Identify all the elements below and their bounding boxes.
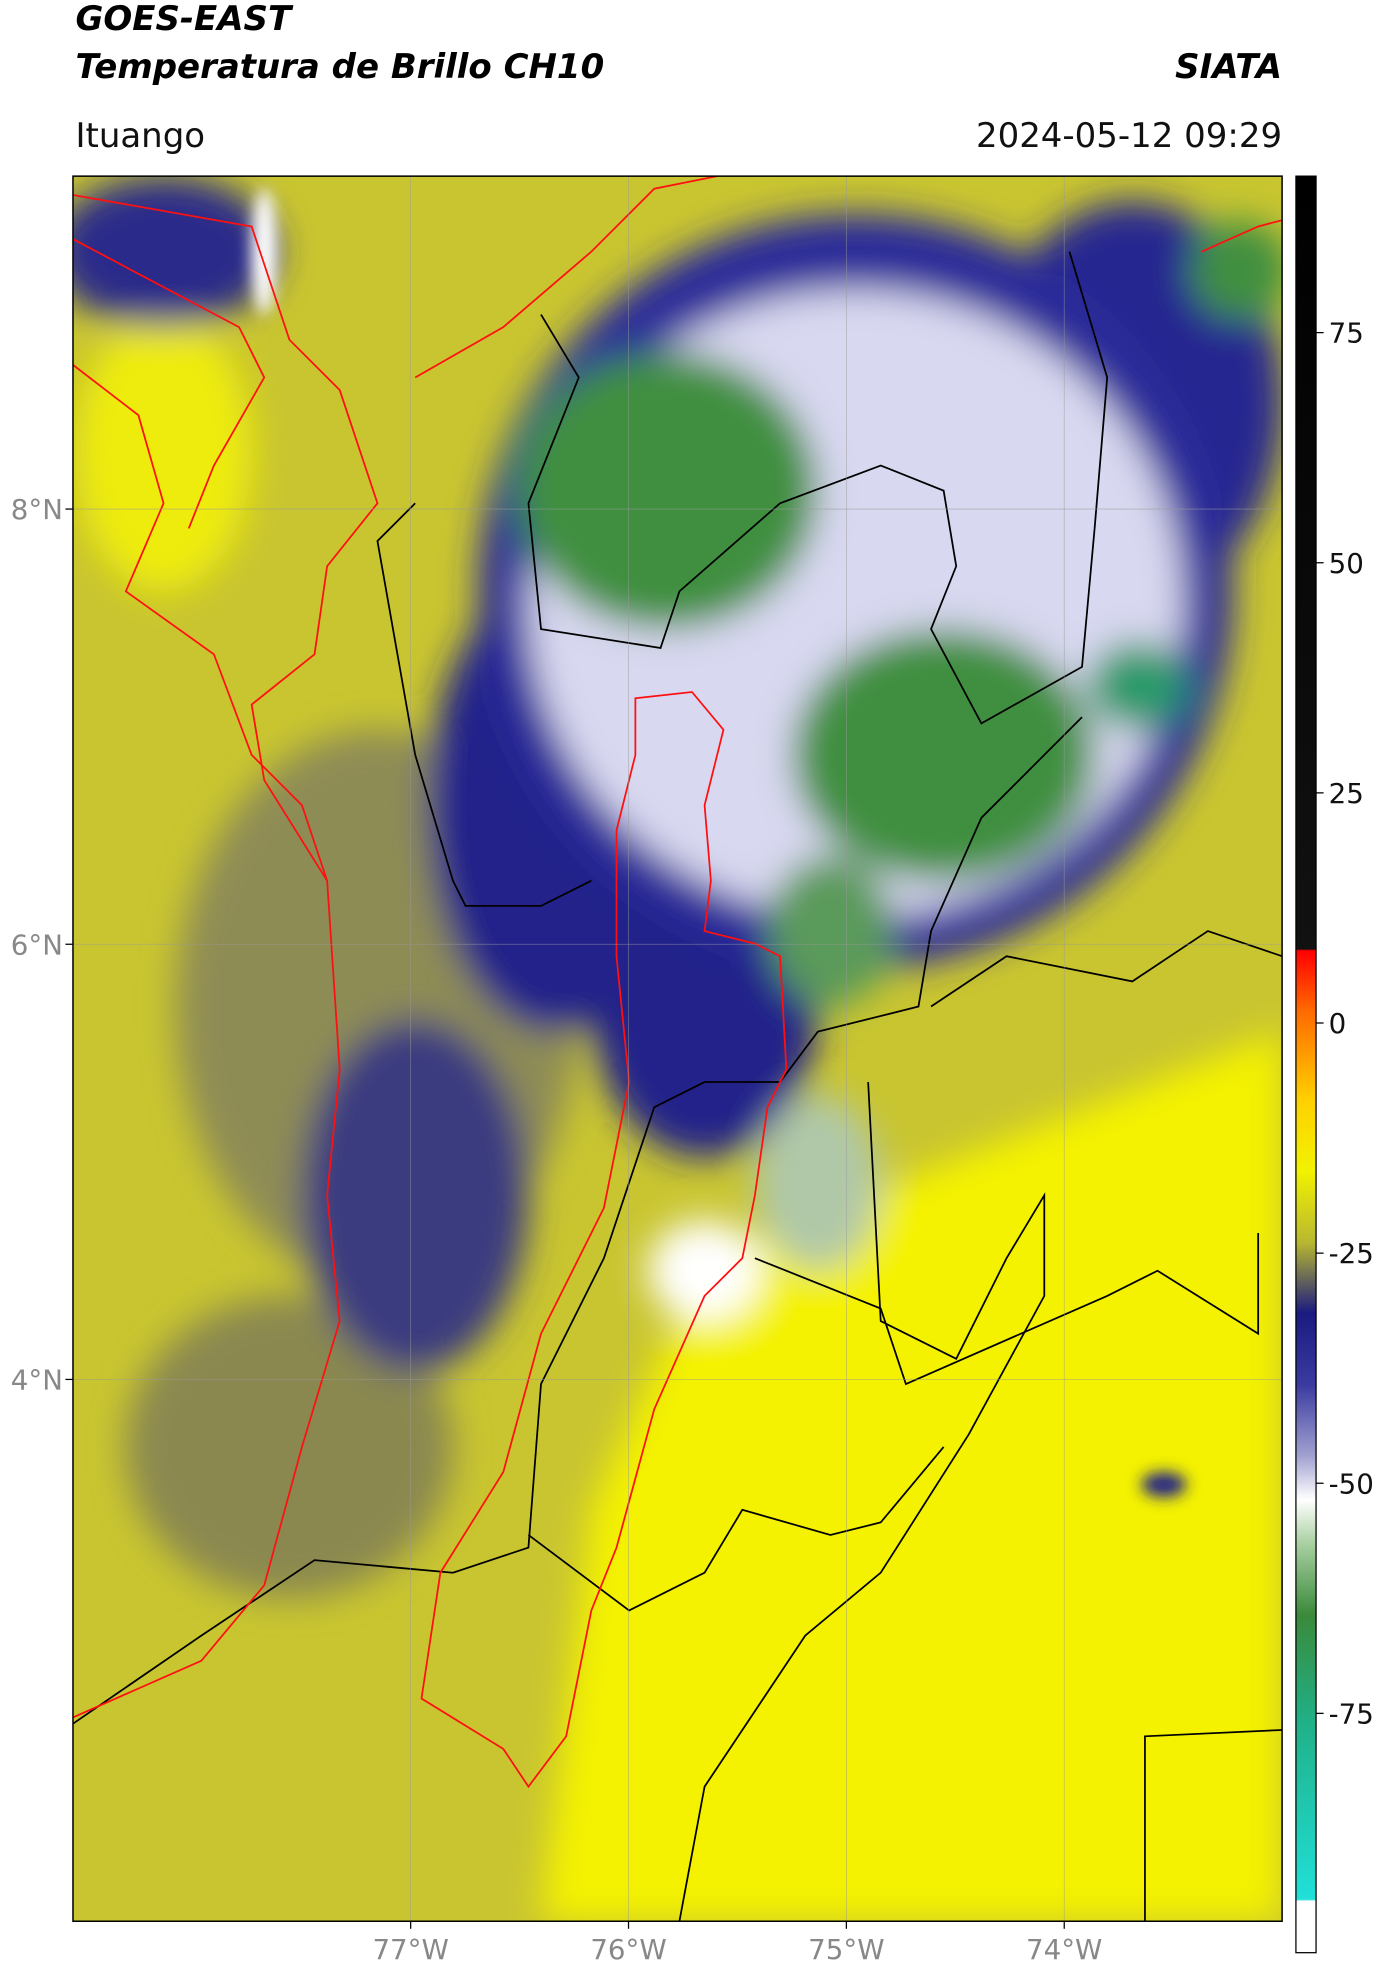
colorbar-ticks: 75 50 25 0 -25 -50 -75: [1316, 317, 1374, 1730]
colorbar-tick-label: -50: [1329, 1467, 1374, 1500]
colorbar-tick-label: 50: [1329, 547, 1364, 580]
colorbar-tick-label: -75: [1329, 1697, 1374, 1730]
location: Ituango: [75, 116, 205, 156]
x-tick-label: 77°W: [372, 1933, 448, 1966]
satellite-image: [72, 176, 1283, 1922]
y-tick-label: 4°N: [11, 1363, 63, 1396]
subtitle: Temperatura de Brillo CH10: [75, 47, 604, 87]
brand: SIATA: [1175, 47, 1282, 87]
map-frame: [72, 175, 1283, 1922]
x-tick-label: 76°W: [590, 1933, 666, 1966]
y-tick-label: 8°N: [11, 493, 63, 526]
colorbar-tick-label: -25: [1329, 1237, 1374, 1270]
timestamp: 2024-05-12 09:29: [976, 116, 1282, 156]
colorbar-tick-label: 0: [1329, 1007, 1347, 1040]
y-tick-label: 6°N: [11, 928, 63, 961]
colorbar-tick-label: 75: [1329, 317, 1364, 350]
colorbar: [1295, 175, 1317, 1954]
x-tick-label: 75°W: [808, 1933, 884, 1966]
colorbar-tick-label: 25: [1329, 777, 1364, 810]
graticule: 77°W 76°W 75°W 74°W 8°N 6°N 4°N: [11, 176, 1283, 1966]
x-tick-label: 74°W: [1026, 1933, 1102, 1966]
title: GOES-EAST: [75, 0, 293, 39]
